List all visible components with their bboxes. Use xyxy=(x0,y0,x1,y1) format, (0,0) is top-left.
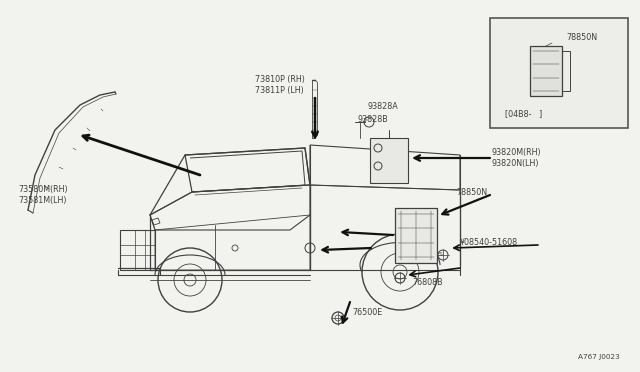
Text: A767 J0023: A767 J0023 xyxy=(579,354,620,360)
FancyBboxPatch shape xyxy=(395,208,437,263)
Text: [04B8-   ]: [04B8- ] xyxy=(505,109,542,118)
Text: 93828B: 93828B xyxy=(358,115,388,124)
Text: 73810P (RH)
73811P (LH): 73810P (RH) 73811P (LH) xyxy=(255,75,305,95)
Text: S: S xyxy=(439,251,443,257)
Text: 73580M(RH)
73581M(LH): 73580M(RH) 73581M(LH) xyxy=(18,185,68,205)
Text: 93828A: 93828A xyxy=(368,102,399,111)
Text: 76500E: 76500E xyxy=(352,308,382,317)
FancyBboxPatch shape xyxy=(490,18,628,128)
FancyBboxPatch shape xyxy=(530,46,562,96)
Text: 78850N: 78850N xyxy=(566,33,597,42)
Text: 76808B: 76808B xyxy=(412,278,443,287)
FancyBboxPatch shape xyxy=(370,138,408,183)
Text: 78850N: 78850N xyxy=(456,188,487,197)
Text: 93820M(RH)
93820N(LH): 93820M(RH) 93820N(LH) xyxy=(492,148,541,168)
Text: ¥08540-51608: ¥08540-51608 xyxy=(460,238,518,247)
